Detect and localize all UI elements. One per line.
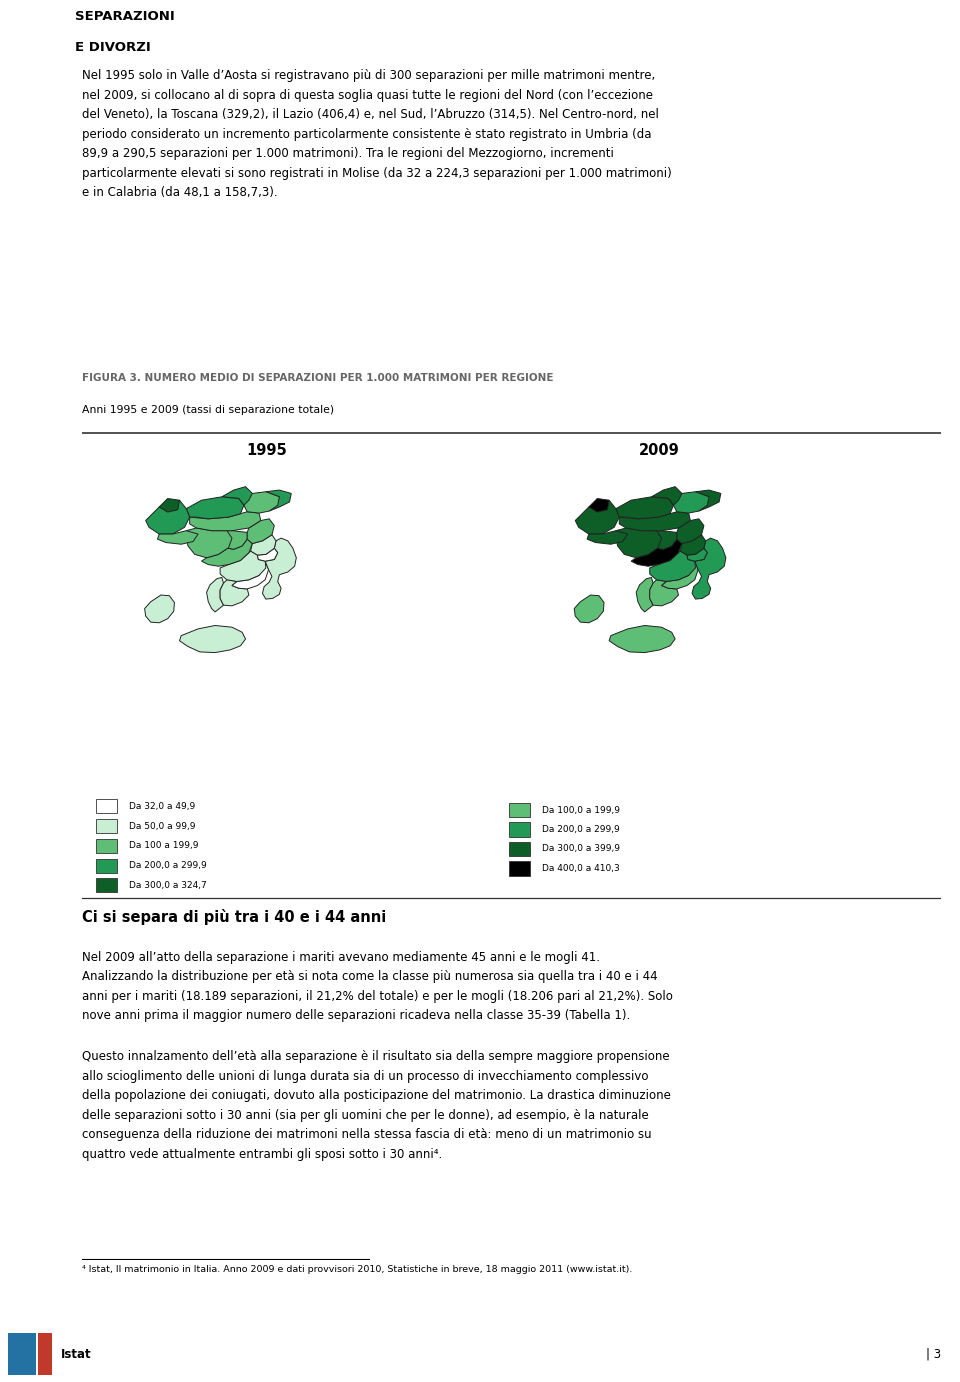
Text: Da 50,0 a 99,9: Da 50,0 a 99,9 — [129, 822, 195, 831]
Text: statistiche: statistiche — [23, 47, 46, 51]
Polygon shape — [677, 518, 704, 543]
Polygon shape — [257, 549, 277, 561]
Polygon shape — [190, 511, 261, 531]
Text: Da 200,0 a 299,9: Da 200,0 a 299,9 — [129, 861, 206, 871]
Polygon shape — [180, 626, 246, 652]
Polygon shape — [650, 551, 695, 582]
Polygon shape — [146, 500, 190, 533]
Polygon shape — [159, 499, 180, 513]
Polygon shape — [251, 535, 276, 556]
Polygon shape — [609, 626, 675, 652]
Text: Nel 2009 all’atto della separazione i mariti avevano mediamente 45 anni e le mog: Nel 2009 all’atto della separazione i ma… — [82, 951, 672, 1023]
Text: Ci si separa di più tra i 40 e i 44 anni: Ci si separa di più tra i 40 e i 44 anni — [82, 908, 386, 925]
Polygon shape — [186, 498, 244, 518]
Text: SEPARAZIONI: SEPARAZIONI — [75, 10, 175, 23]
Text: Anni 1995 e 2009 (tassi di separazione totale): Anni 1995 e 2009 (tassi di separazione t… — [82, 405, 334, 415]
Polygon shape — [636, 578, 653, 612]
Polygon shape — [695, 491, 721, 511]
Text: Istat: Istat — [60, 1347, 91, 1361]
Polygon shape — [574, 596, 604, 623]
Polygon shape — [588, 499, 609, 513]
Polygon shape — [222, 486, 252, 506]
Text: ⁴ Istat, Il matrimonio in Italia. Anno 2009 e dati provvisori 2010, Statistiche : ⁴ Istat, Il matrimonio in Italia. Anno 2… — [82, 1265, 632, 1274]
Text: Da 32,0 a 49,9: Da 32,0 a 49,9 — [129, 802, 195, 811]
FancyBboxPatch shape — [509, 822, 530, 836]
Text: 2009: 2009 — [638, 444, 680, 457]
Text: Nel 1995 solo in Valle d’Aosta si registravano più di 300 separazioni per mille : Nel 1995 solo in Valle d’Aosta si regist… — [82, 69, 671, 199]
Polygon shape — [222, 531, 248, 549]
Text: Questo innalzamento dell’età alla separazione è il risultato sia della sempre ma: Questo innalzamento dell’età alla separa… — [82, 1050, 670, 1161]
Polygon shape — [202, 531, 252, 567]
Polygon shape — [248, 518, 275, 543]
Text: Da 400,0 a 410,3: Da 400,0 a 410,3 — [541, 864, 619, 873]
Text: 1995: 1995 — [246, 444, 287, 457]
Text: Da 200,0 a 299,9: Da 200,0 a 299,9 — [541, 825, 619, 835]
FancyBboxPatch shape — [509, 803, 530, 817]
Polygon shape — [239, 492, 279, 513]
FancyBboxPatch shape — [96, 839, 117, 853]
Polygon shape — [652, 486, 682, 506]
Bar — [8, 1334, 36, 1375]
FancyBboxPatch shape — [96, 879, 117, 893]
Polygon shape — [206, 578, 224, 612]
FancyBboxPatch shape — [96, 799, 117, 814]
Polygon shape — [631, 531, 682, 567]
Polygon shape — [650, 580, 679, 605]
Polygon shape — [692, 538, 726, 598]
Polygon shape — [661, 561, 698, 589]
Polygon shape — [157, 531, 198, 545]
FancyBboxPatch shape — [509, 861, 530, 876]
Polygon shape — [220, 551, 266, 582]
Text: Da 300,0 a 324,7: Da 300,0 a 324,7 — [129, 880, 206, 890]
Polygon shape — [652, 531, 677, 549]
Polygon shape — [687, 549, 708, 561]
Polygon shape — [588, 531, 628, 545]
Text: Da 300,0 a 399,9: Da 300,0 a 399,9 — [541, 844, 619, 854]
Polygon shape — [619, 511, 690, 531]
FancyBboxPatch shape — [96, 858, 117, 872]
Polygon shape — [220, 580, 249, 605]
Polygon shape — [262, 538, 297, 598]
Text: Da 100,0 a 199,9: Da 100,0 a 199,9 — [541, 806, 619, 814]
Polygon shape — [616, 528, 661, 558]
FancyBboxPatch shape — [509, 842, 530, 857]
Polygon shape — [186, 528, 232, 558]
Polygon shape — [266, 491, 291, 511]
Bar — [38, 1334, 52, 1375]
FancyBboxPatch shape — [96, 820, 117, 833]
Text: | 3: | 3 — [925, 1347, 941, 1361]
Text: FIGURA 3. NUMERO MEDIO DI SEPARAZIONI PER 1.000 MATRIMONI PER REGIONE: FIGURA 3. NUMERO MEDIO DI SEPARAZIONI PE… — [82, 373, 553, 383]
Polygon shape — [575, 500, 619, 533]
Polygon shape — [10, 3, 52, 50]
Text: E DIVORZI: E DIVORZI — [75, 41, 151, 54]
Polygon shape — [616, 498, 673, 518]
Text: report: report — [18, 65, 51, 73]
Polygon shape — [145, 596, 175, 623]
Text: Da 100 a 199,9: Da 100 a 199,9 — [129, 842, 199, 850]
Polygon shape — [232, 561, 269, 589]
Polygon shape — [681, 535, 706, 556]
Polygon shape — [668, 492, 709, 513]
